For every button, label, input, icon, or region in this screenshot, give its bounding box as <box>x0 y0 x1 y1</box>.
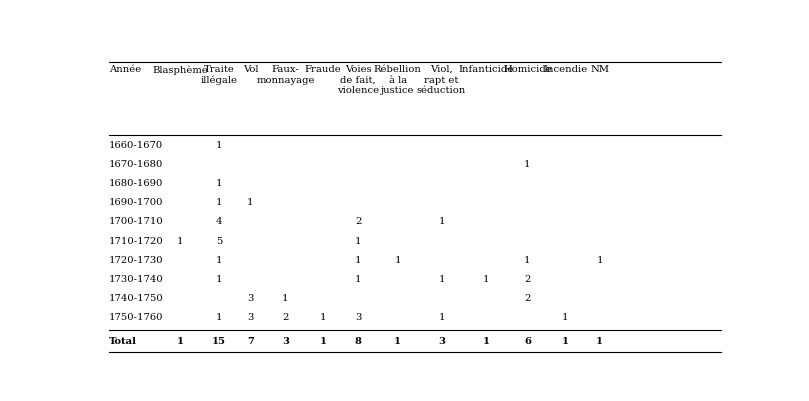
Text: 1: 1 <box>355 256 362 265</box>
Text: 1: 1 <box>247 198 253 207</box>
Text: 1: 1 <box>561 337 569 346</box>
Text: Total: Total <box>108 337 137 346</box>
Text: 1: 1 <box>320 337 327 346</box>
Text: 1: 1 <box>216 313 222 322</box>
Text: Voies
de fait,
violence: Voies de fait, violence <box>337 65 379 95</box>
Text: 3: 3 <box>282 337 289 346</box>
Text: 3: 3 <box>438 337 445 346</box>
Text: 1710-1720: 1710-1720 <box>108 237 163 245</box>
Text: 1750-1760: 1750-1760 <box>108 313 163 322</box>
Text: 8: 8 <box>355 337 362 346</box>
Text: 1: 1 <box>394 337 401 346</box>
Text: Incendie: Incendie <box>543 65 587 74</box>
Text: 1: 1 <box>216 275 222 284</box>
Text: 1: 1 <box>596 337 603 346</box>
Text: 2: 2 <box>355 217 362 227</box>
Text: 6: 6 <box>524 337 531 346</box>
Text: 1: 1 <box>216 141 222 150</box>
Text: 1: 1 <box>561 313 569 322</box>
Text: 1: 1 <box>483 275 489 284</box>
Text: 1: 1 <box>176 337 184 346</box>
Text: Année: Année <box>108 65 141 74</box>
Text: 4: 4 <box>216 217 222 227</box>
Text: 1730-1740: 1730-1740 <box>108 275 163 284</box>
Text: Fraude: Fraude <box>305 65 341 74</box>
Text: 1: 1 <box>438 313 445 322</box>
Text: Homicide: Homicide <box>503 65 552 74</box>
Text: 1660-1670: 1660-1670 <box>108 141 163 150</box>
Text: 1680-1690: 1680-1690 <box>108 179 163 188</box>
Text: 1: 1 <box>320 313 326 322</box>
Text: 1: 1 <box>438 217 445 227</box>
Text: 1700-1710: 1700-1710 <box>108 217 163 227</box>
Text: 3: 3 <box>248 313 253 322</box>
Text: 1: 1 <box>524 256 531 265</box>
Text: 5: 5 <box>216 237 222 245</box>
Text: 3: 3 <box>248 294 253 303</box>
Text: 1: 1 <box>282 294 289 303</box>
Text: 1: 1 <box>438 275 445 284</box>
Text: Faux-
monnayage: Faux- monnayage <box>256 65 315 85</box>
Text: 1: 1 <box>355 275 362 284</box>
Text: 15: 15 <box>212 337 226 346</box>
Text: 1690-1700: 1690-1700 <box>108 198 163 207</box>
Text: 1: 1 <box>216 198 222 207</box>
Text: 1: 1 <box>395 256 401 265</box>
Text: Infanticide: Infanticide <box>459 65 514 74</box>
Text: 2: 2 <box>282 313 289 322</box>
Text: 1: 1 <box>524 160 531 169</box>
Text: 1: 1 <box>355 237 362 245</box>
Text: 1: 1 <box>216 179 222 188</box>
Text: 1: 1 <box>216 256 222 265</box>
Text: 1720-1730: 1720-1730 <box>108 256 163 265</box>
Text: 1740-1750: 1740-1750 <box>108 294 163 303</box>
Text: Blasphème: Blasphème <box>152 65 208 75</box>
Text: NM: NM <box>590 65 609 74</box>
Text: 1: 1 <box>177 237 184 245</box>
Text: 1: 1 <box>596 256 603 265</box>
Text: 1: 1 <box>483 337 489 346</box>
Text: 3: 3 <box>355 313 362 322</box>
Text: Rébellion
à la
justice: Rébellion à la justice <box>374 65 421 95</box>
Text: 1670-1680: 1670-1680 <box>108 160 163 169</box>
Text: 2: 2 <box>524 294 531 303</box>
Text: Traite
illégale: Traite illégale <box>201 65 238 85</box>
Text: 7: 7 <box>247 337 254 346</box>
Text: Vol: Vol <box>243 65 258 74</box>
Text: Viol,
rapt et
séduction: Viol, rapt et séduction <box>417 65 466 95</box>
Text: 2: 2 <box>524 275 531 284</box>
